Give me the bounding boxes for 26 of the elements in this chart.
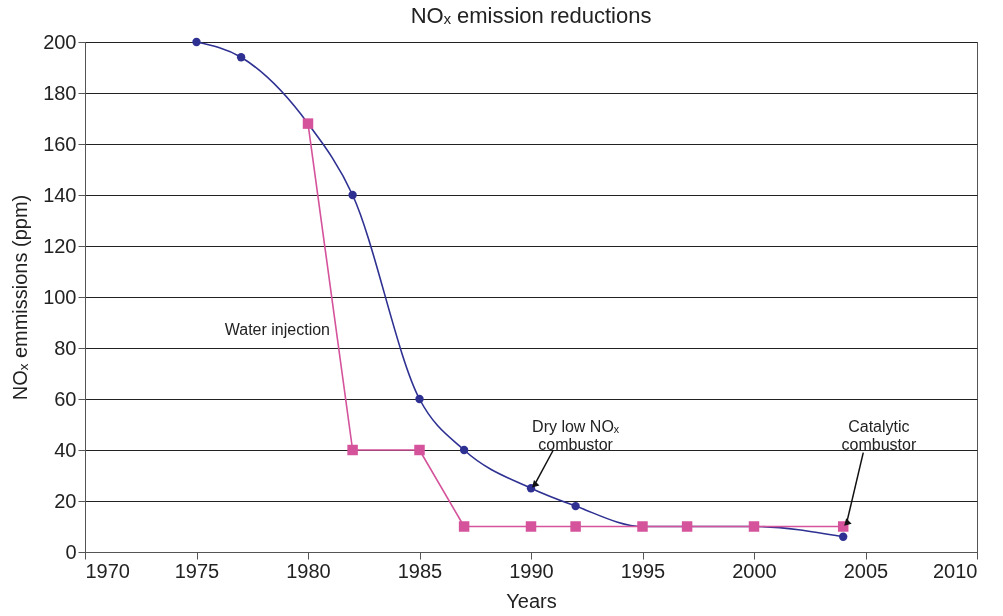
y-tick-label: 80 (54, 336, 77, 359)
x-tick-label: 2010 (933, 559, 978, 582)
x-tick-label: 1970 (85, 559, 130, 582)
x-tick-label: 2000 (732, 559, 777, 582)
x-tick-label: 1985 (397, 559, 443, 582)
x-tick-label: 1980 (286, 559, 331, 582)
y-tick-label: 180 (43, 81, 77, 104)
annotation: Dry low NOₓ combustor (532, 418, 620, 454)
annotation: Water injection (224, 321, 330, 338)
annotation: Catalytic combustor (841, 418, 917, 454)
y-tick-label: 160 (43, 132, 77, 155)
x-tick-label: 2005 (843, 559, 889, 582)
y-tick-label: 0 (65, 540, 77, 563)
y-tick-label: 40 (54, 438, 77, 461)
y-tick-label: 140 (43, 183, 77, 206)
x-tick-label: 1995 (620, 559, 666, 582)
x-tick-label: 1990 (509, 559, 554, 582)
y-tick-label: 100 (43, 285, 77, 308)
chart-title: NOₓ emission reductions (410, 3, 652, 28)
x-axis-title: Years (506, 589, 557, 612)
y-axis-title: NOₓ emmissions (ppm) (9, 194, 32, 401)
y-tick-label: 60 (54, 387, 77, 410)
y-tick-label: 200 (43, 30, 77, 53)
y-tick-label: 20 (54, 489, 77, 512)
x-tick-label: 1975 (174, 559, 220, 582)
y-tick-label: 120 (43, 234, 77, 257)
